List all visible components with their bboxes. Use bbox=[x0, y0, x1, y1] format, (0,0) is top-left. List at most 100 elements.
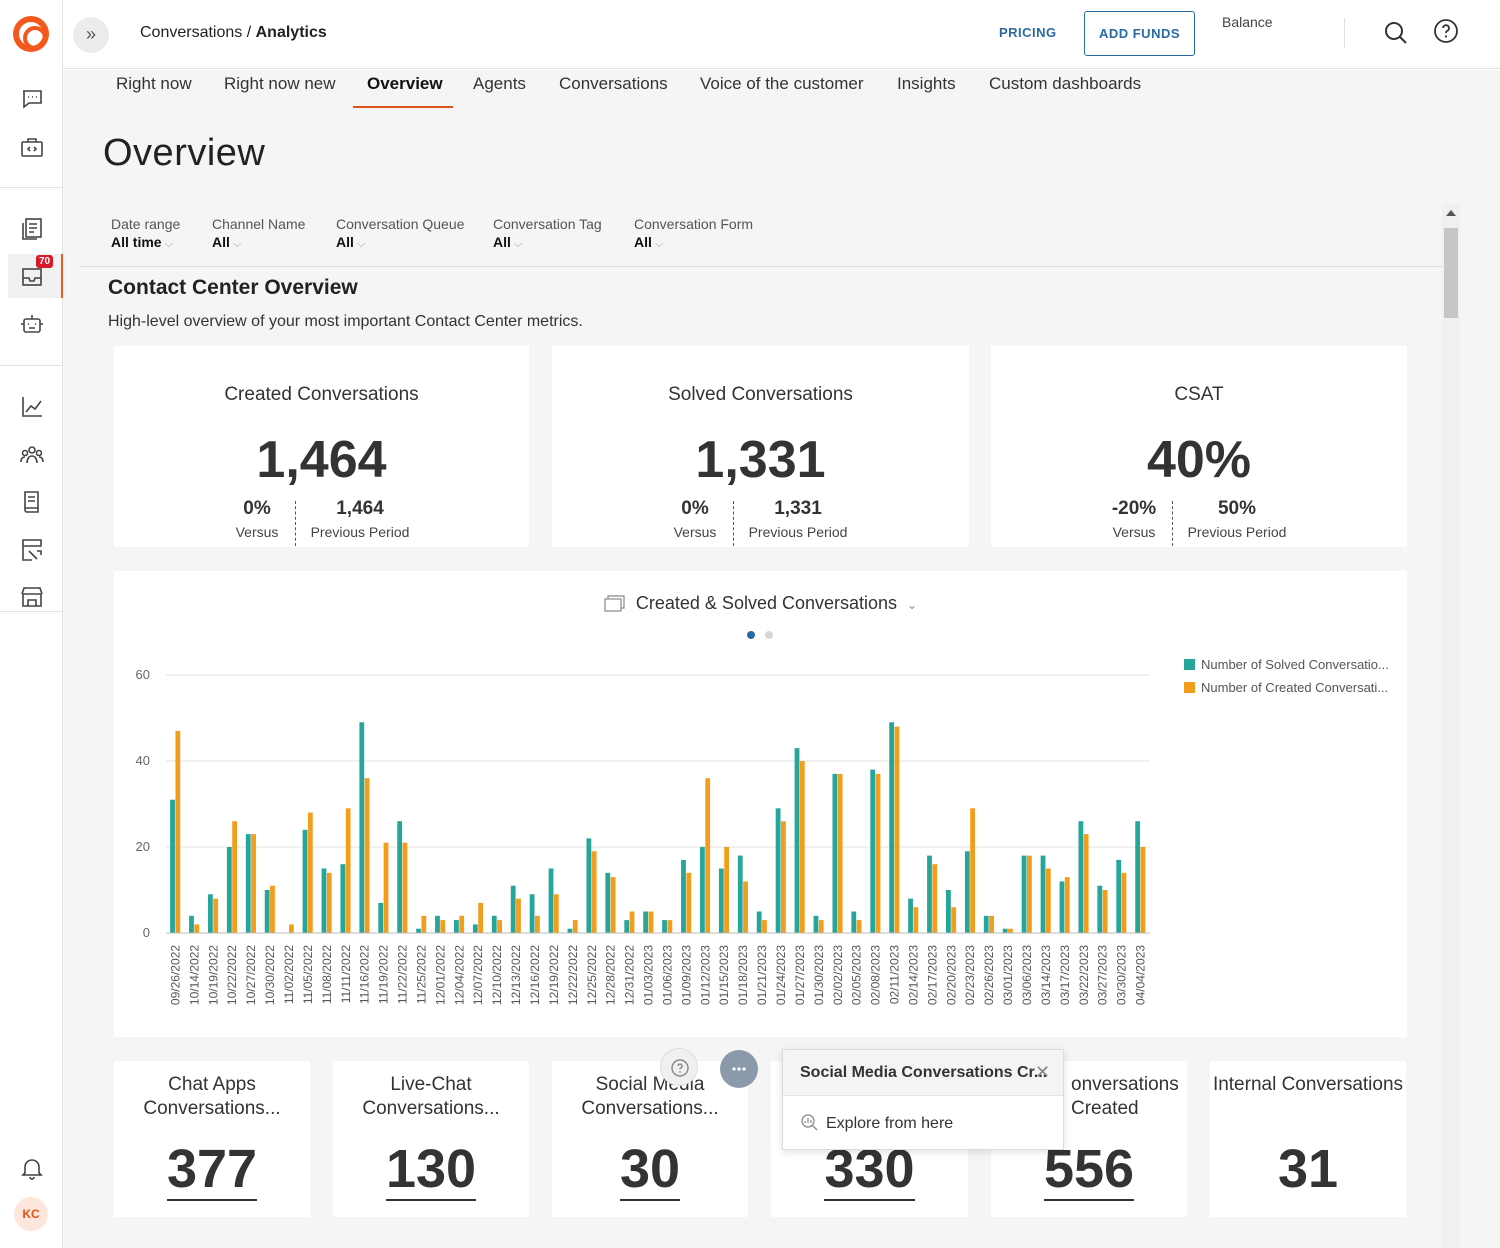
tab-conversations[interactable]: Conversations bbox=[559, 74, 668, 93]
tab-overview[interactable]: Overview bbox=[367, 74, 443, 93]
bar-created bbox=[345, 808, 351, 933]
documents-icon[interactable] bbox=[19, 216, 45, 242]
carousel-dot[interactable] bbox=[765, 631, 773, 639]
header-divider bbox=[1344, 18, 1345, 48]
tab-custom-dashboards[interactable]: Custom dashboards bbox=[989, 74, 1142, 93]
kpi-versus-value: 0% bbox=[243, 498, 271, 519]
mini-kpi-social-media[interactable]: Social Media Conversations... 30 bbox=[552, 1061, 748, 1217]
x-tick-label: 12/25/2022 bbox=[585, 945, 599, 1005]
bot-icon[interactable] bbox=[19, 311, 45, 337]
x-tick-label: 03/27/2023 bbox=[1096, 945, 1110, 1005]
mini-kpi-value-text[interactable]: 30 bbox=[619, 1139, 681, 1201]
knowledge-book-icon[interactable] bbox=[19, 489, 45, 515]
tab-voice-of-the-customer[interactable]: Voice of the customer bbox=[700, 74, 864, 93]
chat-bubble-icon[interactable] bbox=[19, 86, 45, 112]
bar-solved bbox=[226, 847, 232, 933]
filter-channel-name[interactable]: Channel Name All bbox=[212, 216, 305, 251]
bar-solved bbox=[245, 834, 251, 933]
breadcrumb-parent[interactable]: Conversations bbox=[140, 24, 243, 41]
filter-conversation-tag[interactable]: Conversation Tag All bbox=[493, 216, 602, 251]
scroll-thumb[interactable] bbox=[1444, 228, 1458, 318]
scroll-up-arrow[interactable] bbox=[1446, 210, 1456, 216]
bell-icon[interactable] bbox=[19, 1155, 45, 1181]
kpi-card-created[interactable]: Created Conversations 1,464 0% Versus 1,4… bbox=[114, 346, 529, 547]
bar-created bbox=[1102, 890, 1108, 933]
mini-kpi-value-text[interactable]: 330 bbox=[824, 1139, 915, 1201]
expand-sidebar-button[interactable]: » bbox=[73, 17, 109, 53]
forms-icon[interactable] bbox=[19, 537, 45, 563]
filter-date-range[interactable]: Date range All time bbox=[111, 216, 180, 251]
code-briefcase-icon[interactable] bbox=[19, 135, 45, 161]
mini-kpi-value[interactable]: 130 bbox=[333, 1139, 529, 1201]
mini-kpi-value[interactable]: 31 bbox=[1210, 1141, 1406, 1197]
bar-created bbox=[175, 730, 181, 933]
bar-created bbox=[648, 911, 654, 933]
notification-count-badge: 70 bbox=[36, 255, 54, 268]
filter-label: Conversation Tag bbox=[493, 216, 602, 232]
tab-right-now[interactable]: Right now bbox=[116, 74, 192, 93]
mini-kpi-chat-apps[interactable]: Chat Apps Conversations... 377 bbox=[114, 1061, 310, 1217]
x-tick-label: 02/08/2023 bbox=[869, 945, 883, 1005]
explore-menu-item[interactable]: Explore from here bbox=[800, 1113, 953, 1133]
x-tick-label: 01/03/2023 bbox=[642, 945, 656, 1005]
mini-kpi-live-chat[interactable]: Live-Chat Conversations... 130 bbox=[333, 1061, 529, 1217]
store-icon[interactable] bbox=[19, 584, 45, 610]
help-icon[interactable] bbox=[1433, 18, 1459, 44]
mini-kpi-value-text[interactable]: 130 bbox=[385, 1139, 477, 1201]
filter-value[interactable]: All bbox=[336, 234, 464, 251]
mini-kpi-value-text[interactable]: 556 bbox=[1043, 1139, 1135, 1201]
bar-created bbox=[459, 915, 465, 933]
filter-conversation-queue[interactable]: Conversation Queue All bbox=[336, 216, 464, 251]
bar-solved bbox=[1040, 855, 1046, 933]
carousel-dot[interactable] bbox=[747, 631, 755, 639]
legend-item-solved[interactable]: Number of Solved Conversatio... bbox=[1184, 657, 1389, 672]
x-tick-label: 12/31/2022 bbox=[623, 945, 637, 1005]
bar-solved bbox=[359, 722, 365, 933]
analytics-chart-icon[interactable] bbox=[19, 394, 45, 420]
mini-kpi-internal[interactable]: Internal Conversations 31 bbox=[1210, 1061, 1406, 1217]
balance-label: Balance bbox=[1222, 14, 1273, 30]
kpi-card-csat[interactable]: CSAT 40% -20% Versus 50% Previous Period bbox=[991, 346, 1407, 547]
filter-value[interactable]: All bbox=[212, 234, 305, 251]
widget-more-button[interactable] bbox=[720, 1050, 758, 1088]
add-funds-button[interactable]: ADD FUNDS bbox=[1084, 11, 1195, 56]
x-tick-label: 01/24/2023 bbox=[774, 945, 788, 1005]
mini-kpi-value[interactable]: 30 bbox=[552, 1139, 748, 1201]
filter-conversation-form[interactable]: Conversation Form All bbox=[634, 216, 753, 251]
vertical-scrollbar[interactable] bbox=[1442, 204, 1460, 1248]
user-avatar[interactable]: KC bbox=[14, 1197, 48, 1231]
search-icon[interactable] bbox=[1383, 20, 1409, 46]
mini-kpi-value[interactable]: 556 bbox=[991, 1139, 1187, 1201]
people-icon[interactable] bbox=[19, 442, 45, 468]
bar-solved bbox=[813, 915, 819, 933]
bar-created bbox=[686, 872, 692, 933]
x-tick-label: 12/01/2022 bbox=[433, 945, 447, 1005]
kpi-title: CSAT bbox=[1174, 384, 1224, 405]
widget-help-button[interactable] bbox=[660, 1048, 698, 1086]
legend-label: Number of Solved Conversatio... bbox=[1201, 657, 1389, 672]
filter-value[interactable]: All time bbox=[111, 234, 180, 251]
pricing-link[interactable]: PRICING bbox=[999, 25, 1057, 40]
brand-logo-icon[interactable] bbox=[13, 16, 49, 52]
chevron-down-icon[interactable]: ⌄ bbox=[907, 598, 918, 612]
legend-item-created[interactable]: Number of Created Conversati... bbox=[1184, 680, 1388, 695]
bar-solved bbox=[302, 829, 308, 933]
bar-created bbox=[478, 902, 484, 933]
tab-agents[interactable]: Agents bbox=[473, 74, 526, 93]
mini-kpi-value-text[interactable]: 377 bbox=[166, 1139, 258, 1201]
tab-right-now-new[interactable]: Right now new bbox=[224, 74, 336, 93]
kpi-versus-label: Versus bbox=[673, 524, 717, 540]
filter-value[interactable]: All bbox=[634, 234, 753, 251]
kpi-card-solved[interactable]: Solved Conversations 1,331 0% Versus 1,33… bbox=[552, 346, 969, 547]
bar-solved bbox=[927, 855, 932, 933]
filter-bar: Date range All time Channel Name All Conve… bbox=[80, 199, 1443, 267]
inbox-icon[interactable] bbox=[19, 263, 45, 289]
tab-insights[interactable]: Insights bbox=[897, 74, 956, 93]
x-tick-label: 11/16/2022 bbox=[358, 945, 372, 1004]
close-icon[interactable]: ✕ bbox=[1035, 1062, 1051, 1082]
bar-created bbox=[364, 778, 370, 933]
mini-kpi-value[interactable]: 377 bbox=[114, 1139, 310, 1201]
chart-header[interactable]: Created & Solved Conversations ⌄ bbox=[114, 593, 1407, 614]
mini-kpi-value[interactable]: 330 bbox=[771, 1139, 968, 1201]
filter-value[interactable]: All bbox=[493, 234, 602, 251]
